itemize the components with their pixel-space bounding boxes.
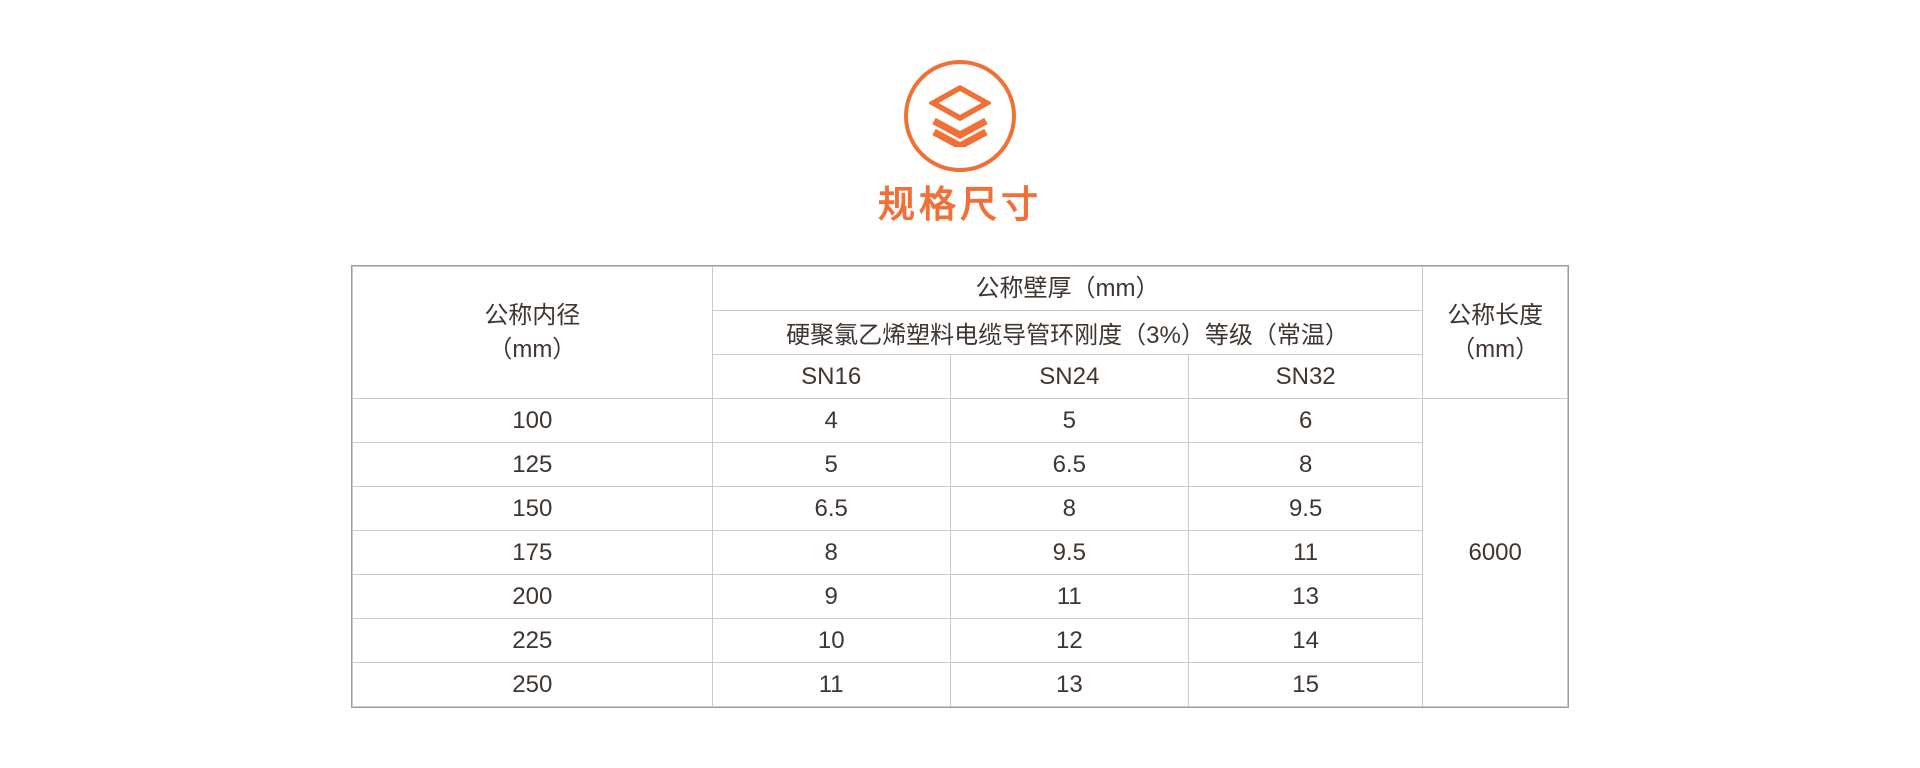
col-header-sn16: SN16 xyxy=(711,354,951,399)
table-row: 125 5 6.5 8 xyxy=(352,442,1568,487)
sn16-value-cell: 11 xyxy=(711,662,951,707)
diameter-cell: 125 xyxy=(352,442,713,487)
sn24-value-cell: 6.5 xyxy=(949,442,1189,487)
sn24-value-cell: 9.5 xyxy=(949,530,1189,575)
diameter-cell: 100 xyxy=(352,398,713,443)
nominal-length-value-cell: 6000 xyxy=(1422,398,1568,707)
nominal-length-label-line1: 公称长度 xyxy=(1447,301,1544,329)
diameter-cell: 150 xyxy=(352,486,713,531)
diameter-cell: 200 xyxy=(352,574,713,619)
sn24-value-cell: 13 xyxy=(949,662,1189,707)
col-header-sn24: SN24 xyxy=(949,354,1189,399)
col-header-inner-diameter: 公称内径 （mm） xyxy=(352,266,713,399)
sn32-value-cell: 14 xyxy=(1187,618,1424,663)
spec-table: 公称内径 （mm） 公称壁厚（mm） 公称长度 （mm） 硬聚氯乙烯塑料电缆导管… xyxy=(352,266,1568,707)
stiffness-grade-header: 硬聚氯乙烯塑料电缆导管环刚度（3%）等级（常温） xyxy=(711,310,1424,355)
sn16-value-cell: 9 xyxy=(711,574,951,619)
sn16-value-cell: 5 xyxy=(711,442,951,487)
inner-diameter-label-line1: 公称内径 xyxy=(484,301,581,329)
spec-table-container: 公称内径 （mm） 公称壁厚（mm） 公称长度 （mm） 硬聚氯乙烯塑料电缆导管… xyxy=(351,265,1569,708)
stack-layers-icon xyxy=(904,60,1016,172)
section-title: 规格尺寸 xyxy=(878,184,1042,225)
sn32-value-cell: 9.5 xyxy=(1187,486,1424,531)
table-row: 175 8 9.5 11 xyxy=(352,530,1568,575)
diameter-cell: 175 xyxy=(352,530,713,575)
sn24-value-cell: 11 xyxy=(949,574,1189,619)
diameter-cell: 225 xyxy=(352,618,713,663)
sn24-value-cell: 12 xyxy=(949,618,1189,663)
sn16-value-cell: 6.5 xyxy=(711,486,951,531)
sn24-value-cell: 8 xyxy=(949,486,1189,531)
sn24-value-cell: 5 xyxy=(949,398,1189,443)
section-header: 规格尺寸 xyxy=(0,60,1920,223)
sn32-value-cell: 11 xyxy=(1187,530,1424,575)
sn32-value-cell: 13 xyxy=(1187,574,1424,619)
sn32-value-cell: 6 xyxy=(1187,398,1424,443)
sn16-value-cell: 10 xyxy=(711,618,951,663)
sn16-value-cell: 4 xyxy=(711,398,951,443)
nominal-length-label-line2: （mm） xyxy=(1451,335,1540,363)
col-header-sn32: SN32 xyxy=(1187,354,1424,399)
table-row: 225 10 12 14 xyxy=(352,618,1568,663)
sn16-value-cell: 8 xyxy=(711,530,951,575)
table-row: 150 6.5 8 9.5 xyxy=(352,486,1568,531)
sn32-value-cell: 8 xyxy=(1187,442,1424,487)
table-row: 100 4 5 6 6000 xyxy=(352,398,1568,707)
inner-diameter-label-line2: （mm） xyxy=(488,335,577,363)
table-row: 200 9 11 13 xyxy=(352,574,1568,619)
table-row: 250 11 13 15 xyxy=(352,662,1568,707)
col-header-wall-thickness: 公称壁厚（mm） xyxy=(711,266,1424,311)
sn32-value-cell: 15 xyxy=(1187,662,1424,707)
col-header-nominal-length: 公称长度 （mm） xyxy=(1422,266,1568,399)
diameter-cell: 250 xyxy=(352,662,713,707)
